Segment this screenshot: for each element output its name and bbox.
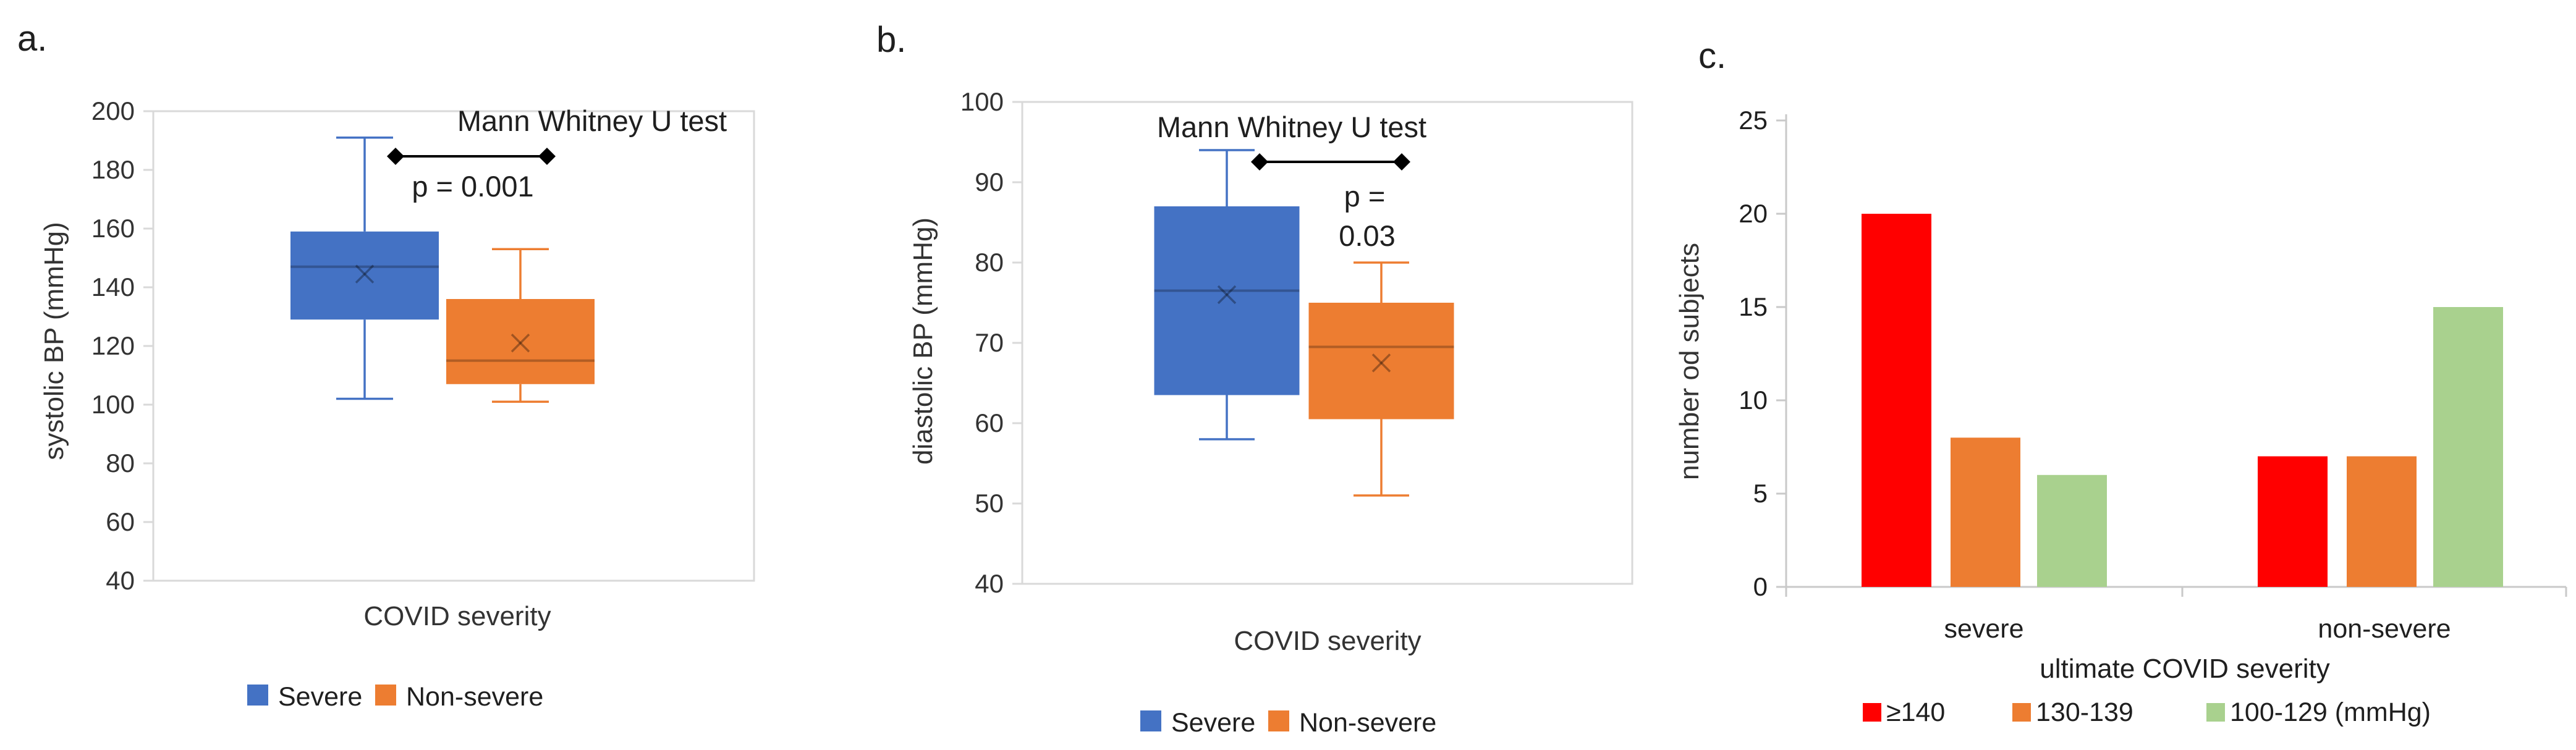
legend-label-non-severe: Non-severe: [1299, 708, 1436, 738]
y-axis-title: diastolic BP (mmHg): [908, 217, 938, 465]
y-tick-label: 5: [1753, 479, 1768, 508]
iqr-box-severe: [1154, 206, 1300, 395]
y-tick-label: 160: [91, 214, 135, 243]
box-group-severe: [290, 137, 439, 400]
diamond-end-marker: [1393, 153, 1410, 171]
y-tick-label: 10: [1739, 386, 1768, 415]
mean-marker: [1217, 285, 1237, 305]
p-value-label: p = 0.001: [412, 170, 533, 203]
legend-swatch-130-139: [2012, 703, 2031, 722]
panel-letter-a: a.: [17, 19, 48, 59]
legend-swatch-140: [1863, 703, 1881, 722]
y-tick-label: 200: [91, 96, 135, 125]
diamond-end-marker: [387, 148, 404, 165]
legend-label-severe: Severe: [278, 682, 362, 712]
diamond-end-marker: [1251, 153, 1268, 171]
mean-marker: [1371, 353, 1391, 373]
y-tick-label: 40: [975, 569, 1004, 598]
mean-marker: [355, 264, 375, 284]
panel-c-subjects-barchart: c. 25 20 15 10 5 0 number od subjects severe non…: [1669, 0, 2576, 750]
y-tick-label: 100: [960, 87, 1004, 116]
mean-marker: [355, 264, 375, 284]
category-label-non-severe: non-severe: [2318, 614, 2451, 644]
test-name-annotation: Mann Whitney U test: [1157, 111, 1426, 143]
panel-b-diastolic-boxplot: b. 100 90 80 70 60 50 40 diastolic BP (mmHg) Man…: [865, 0, 1669, 750]
box-group-non-severe: [446, 248, 595, 403]
legend-label-non-severe: Non-severe: [406, 682, 543, 712]
y-tick-label: 180: [91, 155, 135, 184]
x-axis-title: COVID severity: [1234, 626, 1421, 656]
iqr-box-non-severe: [446, 299, 595, 384]
y-tick-label: 0: [1753, 572, 1768, 601]
y-tick-label: 20: [1739, 199, 1768, 228]
y-tick-label: 90: [975, 167, 1004, 196]
y-tick-label: 120: [91, 331, 135, 360]
y-tick-label: 60: [106, 507, 135, 536]
test-name-annotation: Mann Whitney U test: [457, 104, 727, 137]
legend-swatch-severe: [247, 685, 268, 706]
legend-swatch-non-severe: [375, 685, 396, 706]
p-value-label: 0.03: [1339, 219, 1395, 252]
y-axis-title: number od subjects: [1674, 243, 1705, 480]
diastolic-bp-boxplot-chart: 100 90 80 70 60 50 40 diastolic BP (mmHg) Mann W…: [908, 87, 1633, 738]
y-tick-label: 100: [91, 390, 135, 419]
iqr-box-severe: [290, 231, 439, 320]
y-tick-label: 15: [1739, 292, 1768, 321]
mean-marker: [511, 334, 530, 353]
p-value-label: p =: [1344, 180, 1386, 213]
y-tick-label: 70: [975, 328, 1004, 357]
legend-label-100-129-mmhg: 100-129 (mmHg): [2230, 697, 2431, 727]
box-group-non-severe: [1308, 261, 1454, 497]
legend-swatch-non-severe: [1268, 710, 1289, 731]
legend-label-130-139: 130-139: [2036, 697, 2133, 727]
bar-non-severe-100-129-mmhg: [2433, 307, 2503, 587]
mean-marker: [1217, 285, 1237, 305]
x-axis-title: COVID severity: [363, 601, 551, 631]
panel-letter-c: c.: [1698, 36, 1727, 76]
y-tick-label: 60: [975, 408, 1004, 437]
iqr-box-non-severe: [1308, 303, 1454, 419]
box-group-severe: [1154, 149, 1300, 440]
legend-label-140: ≥140: [1886, 697, 1945, 727]
mean-marker: [511, 334, 530, 353]
mean-marker: [1371, 353, 1391, 373]
legend-swatch-severe: [1140, 710, 1161, 731]
x-axis-title: ultimate COVID severity: [2040, 654, 2329, 684]
legend-swatch-100-129-mmhg: [2206, 703, 2225, 722]
bar-non-severe-130-139: [2347, 456, 2417, 587]
diamond-end-marker: [538, 148, 556, 165]
y-tick-label: 80: [106, 449, 135, 478]
y-tick-label: 25: [1739, 106, 1768, 135]
systolic-bp-boxplot-chart: 200 180 160 140 120 100 80 60 40 systolic BP (mmH…: [39, 96, 755, 712]
panel-letter-b: b.: [876, 20, 907, 60]
bar-severe-140: [1862, 214, 1931, 587]
y-tick-label: 50: [975, 489, 1004, 518]
bar-severe-130-139: [1951, 437, 2020, 587]
y-tick-label: 80: [975, 248, 1004, 277]
subjects-bar-chart: 25 20 15 10 5 0 number od subjects severe non-se…: [1674, 106, 2567, 727]
legend-label-severe: Severe: [1171, 708, 1255, 738]
panel-a-systolic-boxplot: a. 200 180 160 140 120 100 80 60 40 systolic BP (…: [0, 0, 865, 750]
bar-non-severe-140: [2258, 456, 2328, 587]
bar-severe-100-129-mmhg: [2037, 474, 2107, 587]
y-axis-title: systolic BP (mmHg): [39, 222, 69, 460]
y-tick-label: 40: [106, 566, 135, 595]
category-label-severe: severe: [1944, 614, 2023, 644]
y-tick-label: 140: [91, 272, 135, 301]
